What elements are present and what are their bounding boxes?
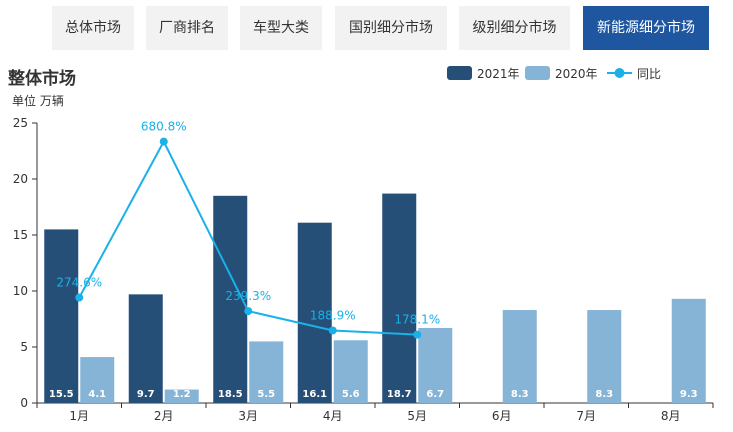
x-tick-label: 8月 [661, 409, 681, 423]
yoy-point [244, 307, 253, 316]
bar-2020年-3月 [249, 341, 284, 403]
bar-2021年-4月 [297, 222, 332, 403]
bar-value-label: 16.1 [302, 389, 327, 400]
y-tick-label: 5 [20, 340, 28, 354]
legend-swatch-2020[interactable] [525, 66, 550, 80]
bar-2021年-2月 [128, 294, 163, 403]
yoy-point [413, 330, 422, 339]
legend: 2021年 2020年 同比 [447, 66, 661, 81]
tab-class-segment[interactable]: 级别细分市场 [459, 6, 570, 50]
x-tick-label: 4月 [323, 409, 343, 423]
y-tick-label: 15 [13, 228, 28, 242]
yoy-point [159, 137, 168, 146]
tab-overall-market[interactable]: 总体市场 [52, 6, 134, 50]
bar-2020年-6月 [502, 310, 537, 403]
tab-new-energy-segment[interactable]: 新能源细分市场 [583, 6, 709, 50]
bar-2020年-8月 [671, 298, 706, 403]
x-tick-label: 5月 [407, 409, 427, 423]
bar-value-label: 5.6 [342, 389, 360, 400]
bar-value-label: 9.7 [137, 389, 155, 400]
bar-value-label: 18.5 [218, 389, 243, 400]
yoy-data-label: 274.6% [56, 276, 102, 290]
legend-label-yoy: 同比 [637, 67, 661, 81]
bar-2020年-1月 [80, 357, 115, 403]
bar-value-label: 8.3 [511, 389, 529, 400]
y-tick-label: 25 [13, 116, 28, 130]
bar-value-label: 1.2 [173, 389, 191, 400]
yoy-point [75, 293, 84, 302]
bar-2021年-5月 [382, 193, 417, 403]
bar-value-label: 4.1 [88, 389, 106, 400]
plot-area: 0 5 10 15 20 25 1月 2月 3月 4月 5月 6月 7月 8月 15.5 9.7 18.5 16.… [13, 116, 714, 423]
y-tick-label: 0 [20, 396, 28, 410]
bar-value-label: 15.5 [49, 389, 74, 400]
bar-value-label: 9.3 [680, 389, 698, 400]
bar-value-label: 5.5 [257, 389, 275, 400]
chart-title: 整体市场 [8, 69, 76, 89]
yoy-data-label: 680.8% [141, 120, 187, 134]
bar-2020年-5月 [418, 327, 453, 403]
x-tick-label: 2月 [154, 409, 174, 423]
bar-2020年-2月 [164, 389, 199, 403]
bar-2020年-4月 [333, 340, 368, 403]
tab-bar: 总体市场 厂商排名 车型大类 国别细分市场 级别细分市场 新能源细分市场 [0, 6, 733, 52]
legend-marker-yoy [614, 68, 625, 78]
tab-vehicle-category[interactable]: 车型大类 [240, 6, 322, 50]
y-tick-label: 10 [13, 284, 28, 298]
bar-value-label: 8.3 [595, 389, 613, 400]
bar-value-label: 18.7 [387, 389, 412, 400]
tab-country-segment[interactable]: 国别细分市场 [335, 6, 447, 50]
yoy-data-label: 188.9% [310, 308, 356, 322]
unit-label: 单位 万辆 [12, 94, 64, 108]
legend-label-2020: 2020年 [555, 67, 598, 81]
x-tick-label: 1月 [69, 409, 89, 423]
bar-2020年-7月 [587, 310, 622, 403]
yoy-point [328, 326, 337, 335]
legend-swatch-2021[interactable] [447, 66, 472, 80]
x-tick-label: 7月 [576, 409, 596, 423]
x-tick-label: 6月 [492, 409, 512, 423]
bar-2021年-1月 [44, 229, 79, 403]
x-tick-label: 3月 [238, 409, 258, 423]
yoy-data-label: 178.1% [394, 313, 440, 327]
legend-label-2021: 2021年 [477, 67, 520, 81]
yoy-data-label: 239.3% [225, 289, 271, 303]
bar-value-label: 6.7 [426, 389, 444, 400]
y-tick-label: 20 [13, 172, 28, 186]
tab-manufacturer-ranking[interactable]: 厂商排名 [146, 6, 228, 50]
